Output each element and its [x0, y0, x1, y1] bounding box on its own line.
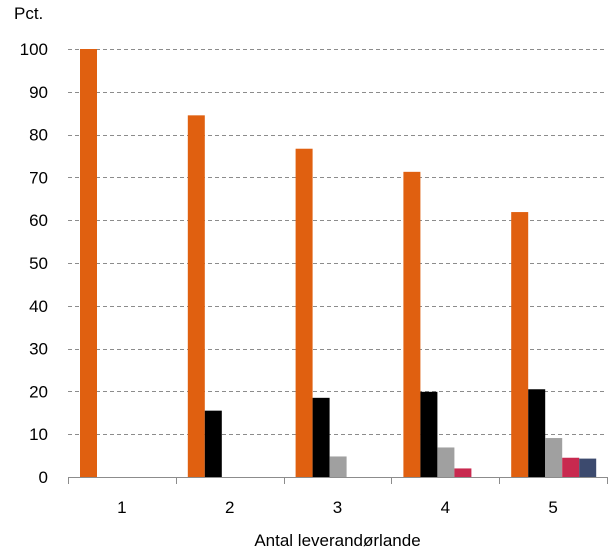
- y-tick-label-10: 10: [29, 425, 48, 444]
- bar-1-series-1: [80, 49, 97, 477]
- x-tick-label-5: 5: [548, 498, 557, 517]
- x-tick-label-1: 1: [117, 498, 126, 517]
- x-axis-title: Antal leverandørlande: [254, 531, 421, 550]
- x-tick-label-2: 2: [225, 498, 234, 517]
- bar-4-series-3: [437, 447, 455, 477]
- bar-3-series-3: [329, 456, 347, 477]
- y-tick-label-40: 40: [29, 297, 48, 316]
- bar-5-series-1: [511, 212, 529, 477]
- bar-5-series-2: [528, 389, 546, 477]
- y-tick-label-0: 0: [39, 468, 48, 487]
- y-tick-label-60: 60: [29, 211, 48, 230]
- y-tick-label-20: 20: [29, 382, 48, 401]
- bar-3-series-1: [295, 148, 313, 477]
- bar-4-series-1: [403, 171, 421, 477]
- bar-2-series-2: [204, 410, 222, 477]
- bar-4-series-2: [420, 391, 438, 477]
- bar-2-series-1: [187, 115, 205, 477]
- x-tick-label-4: 4: [441, 498, 450, 517]
- y-axis-unit-label: Pct.: [14, 4, 44, 23]
- y-tick-label-30: 30: [29, 340, 48, 359]
- bar-5-series-5: [579, 458, 597, 477]
- x-tick-label-3: 3: [333, 498, 342, 517]
- y-tick-label-70: 70: [29, 168, 48, 187]
- y-tick-label-50: 50: [29, 254, 48, 273]
- bar-5-series-4: [562, 457, 580, 477]
- bar-5-series-3: [545, 438, 563, 477]
- y-tick-label-80: 80: [29, 126, 48, 145]
- y-tick-label-90: 90: [29, 83, 48, 102]
- bar-4-series-4: [454, 468, 472, 477]
- bar-3-series-2: [312, 397, 330, 477]
- y-tick-label-100: 100: [20, 40, 48, 59]
